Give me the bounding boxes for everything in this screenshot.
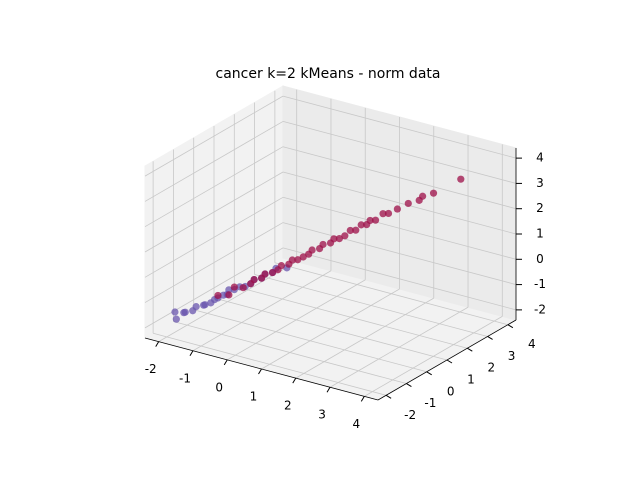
x-tick-label: 2 bbox=[284, 399, 292, 413]
grid-line bbox=[282, 222, 517, 285]
y-tick-label: 3 bbox=[508, 349, 516, 363]
x-tick bbox=[360, 396, 365, 402]
point bbox=[404, 199, 412, 208]
grid-line bbox=[282, 247, 517, 311]
z-tick-label: -2 bbox=[534, 302, 546, 316]
x-tick bbox=[326, 386, 331, 393]
point bbox=[384, 209, 393, 218]
y-tick-label: -2 bbox=[404, 408, 416, 422]
point bbox=[181, 308, 189, 316]
point bbox=[366, 216, 374, 225]
y-tick bbox=[467, 347, 473, 352]
x-tick-label: -2 bbox=[145, 362, 157, 376]
y-tick-label: 1 bbox=[467, 373, 475, 387]
grid-line bbox=[274, 262, 508, 326]
grid-line bbox=[144, 95, 284, 177]
point bbox=[299, 253, 307, 261]
y-tick-label: 0 bbox=[447, 384, 455, 398]
x-tick bbox=[155, 341, 160, 347]
point bbox=[277, 262, 285, 270]
point bbox=[335, 234, 343, 243]
x-tick-label: 1 bbox=[250, 390, 258, 404]
point bbox=[379, 210, 387, 218]
point bbox=[214, 291, 222, 300]
grid-line bbox=[254, 274, 488, 337]
z-tick-label: 0 bbox=[536, 252, 544, 266]
point bbox=[250, 275, 258, 284]
grid bbox=[144, 89, 517, 397]
x-tick bbox=[292, 377, 297, 384]
point bbox=[429, 189, 438, 197]
y-tick bbox=[385, 394, 392, 399]
point bbox=[172, 315, 180, 323]
y-tick bbox=[487, 336, 493, 340]
grid-line bbox=[193, 309, 427, 373]
y-tick-label: 4 bbox=[528, 337, 536, 351]
point bbox=[371, 216, 380, 224]
points bbox=[171, 175, 465, 323]
point bbox=[288, 256, 296, 264]
point bbox=[239, 284, 247, 292]
point bbox=[352, 226, 360, 234]
grid-line bbox=[144, 247, 284, 329]
point bbox=[393, 205, 401, 213]
x-tick-label: 3 bbox=[318, 408, 326, 422]
point bbox=[319, 240, 327, 249]
point bbox=[268, 268, 277, 277]
chart-title: cancer k=2 kMeans - norm data bbox=[216, 66, 441, 82]
z-tick-label: -1 bbox=[534, 277, 546, 291]
x-tick-label: 0 bbox=[215, 380, 223, 394]
point bbox=[294, 256, 302, 264]
point bbox=[230, 283, 238, 291]
grid-line bbox=[144, 171, 284, 253]
grid-line bbox=[282, 121, 517, 184]
z-tick-label: 3 bbox=[536, 176, 544, 190]
point bbox=[261, 270, 269, 278]
point bbox=[330, 235, 338, 243]
point bbox=[201, 301, 209, 309]
grid-line bbox=[282, 95, 517, 159]
point bbox=[357, 221, 365, 229]
point bbox=[346, 226, 354, 235]
y-tick bbox=[507, 324, 514, 329]
point bbox=[225, 291, 233, 299]
x-tick bbox=[189, 350, 194, 357]
x-axis bbox=[144, 337, 379, 401]
point bbox=[308, 246, 316, 254]
y-tick-label: 2 bbox=[487, 361, 495, 375]
grid-line bbox=[282, 171, 517, 235]
point bbox=[192, 303, 200, 311]
point bbox=[171, 308, 179, 316]
x-tick bbox=[258, 368, 262, 375]
point bbox=[419, 192, 427, 200]
x-tick bbox=[223, 359, 228, 366]
x-tick-label: -1 bbox=[179, 371, 191, 385]
grid-line bbox=[144, 121, 284, 202]
y-tick bbox=[406, 383, 412, 387]
z-tick-label: 1 bbox=[536, 227, 544, 241]
grid-line bbox=[213, 297, 448, 361]
y-tick bbox=[426, 371, 432, 376]
grid-line bbox=[234, 285, 468, 349]
y-tick-label: -1 bbox=[424, 396, 436, 410]
y-tick bbox=[446, 359, 453, 364]
x-tick-label: 4 bbox=[352, 417, 360, 431]
point bbox=[341, 232, 349, 240]
grid-line bbox=[144, 196, 284, 278]
grid-line bbox=[173, 321, 407, 384]
point bbox=[457, 175, 465, 183]
z-tick-label: 4 bbox=[536, 151, 544, 165]
z-tick-label: 2 bbox=[536, 201, 544, 215]
grid-line bbox=[144, 222, 284, 303]
grid-line bbox=[144, 146, 284, 228]
point bbox=[225, 286, 233, 294]
grid-line bbox=[153, 332, 387, 396]
grid-line bbox=[282, 196, 517, 260]
grid-line bbox=[282, 146, 517, 210]
y-axis bbox=[377, 319, 517, 401]
